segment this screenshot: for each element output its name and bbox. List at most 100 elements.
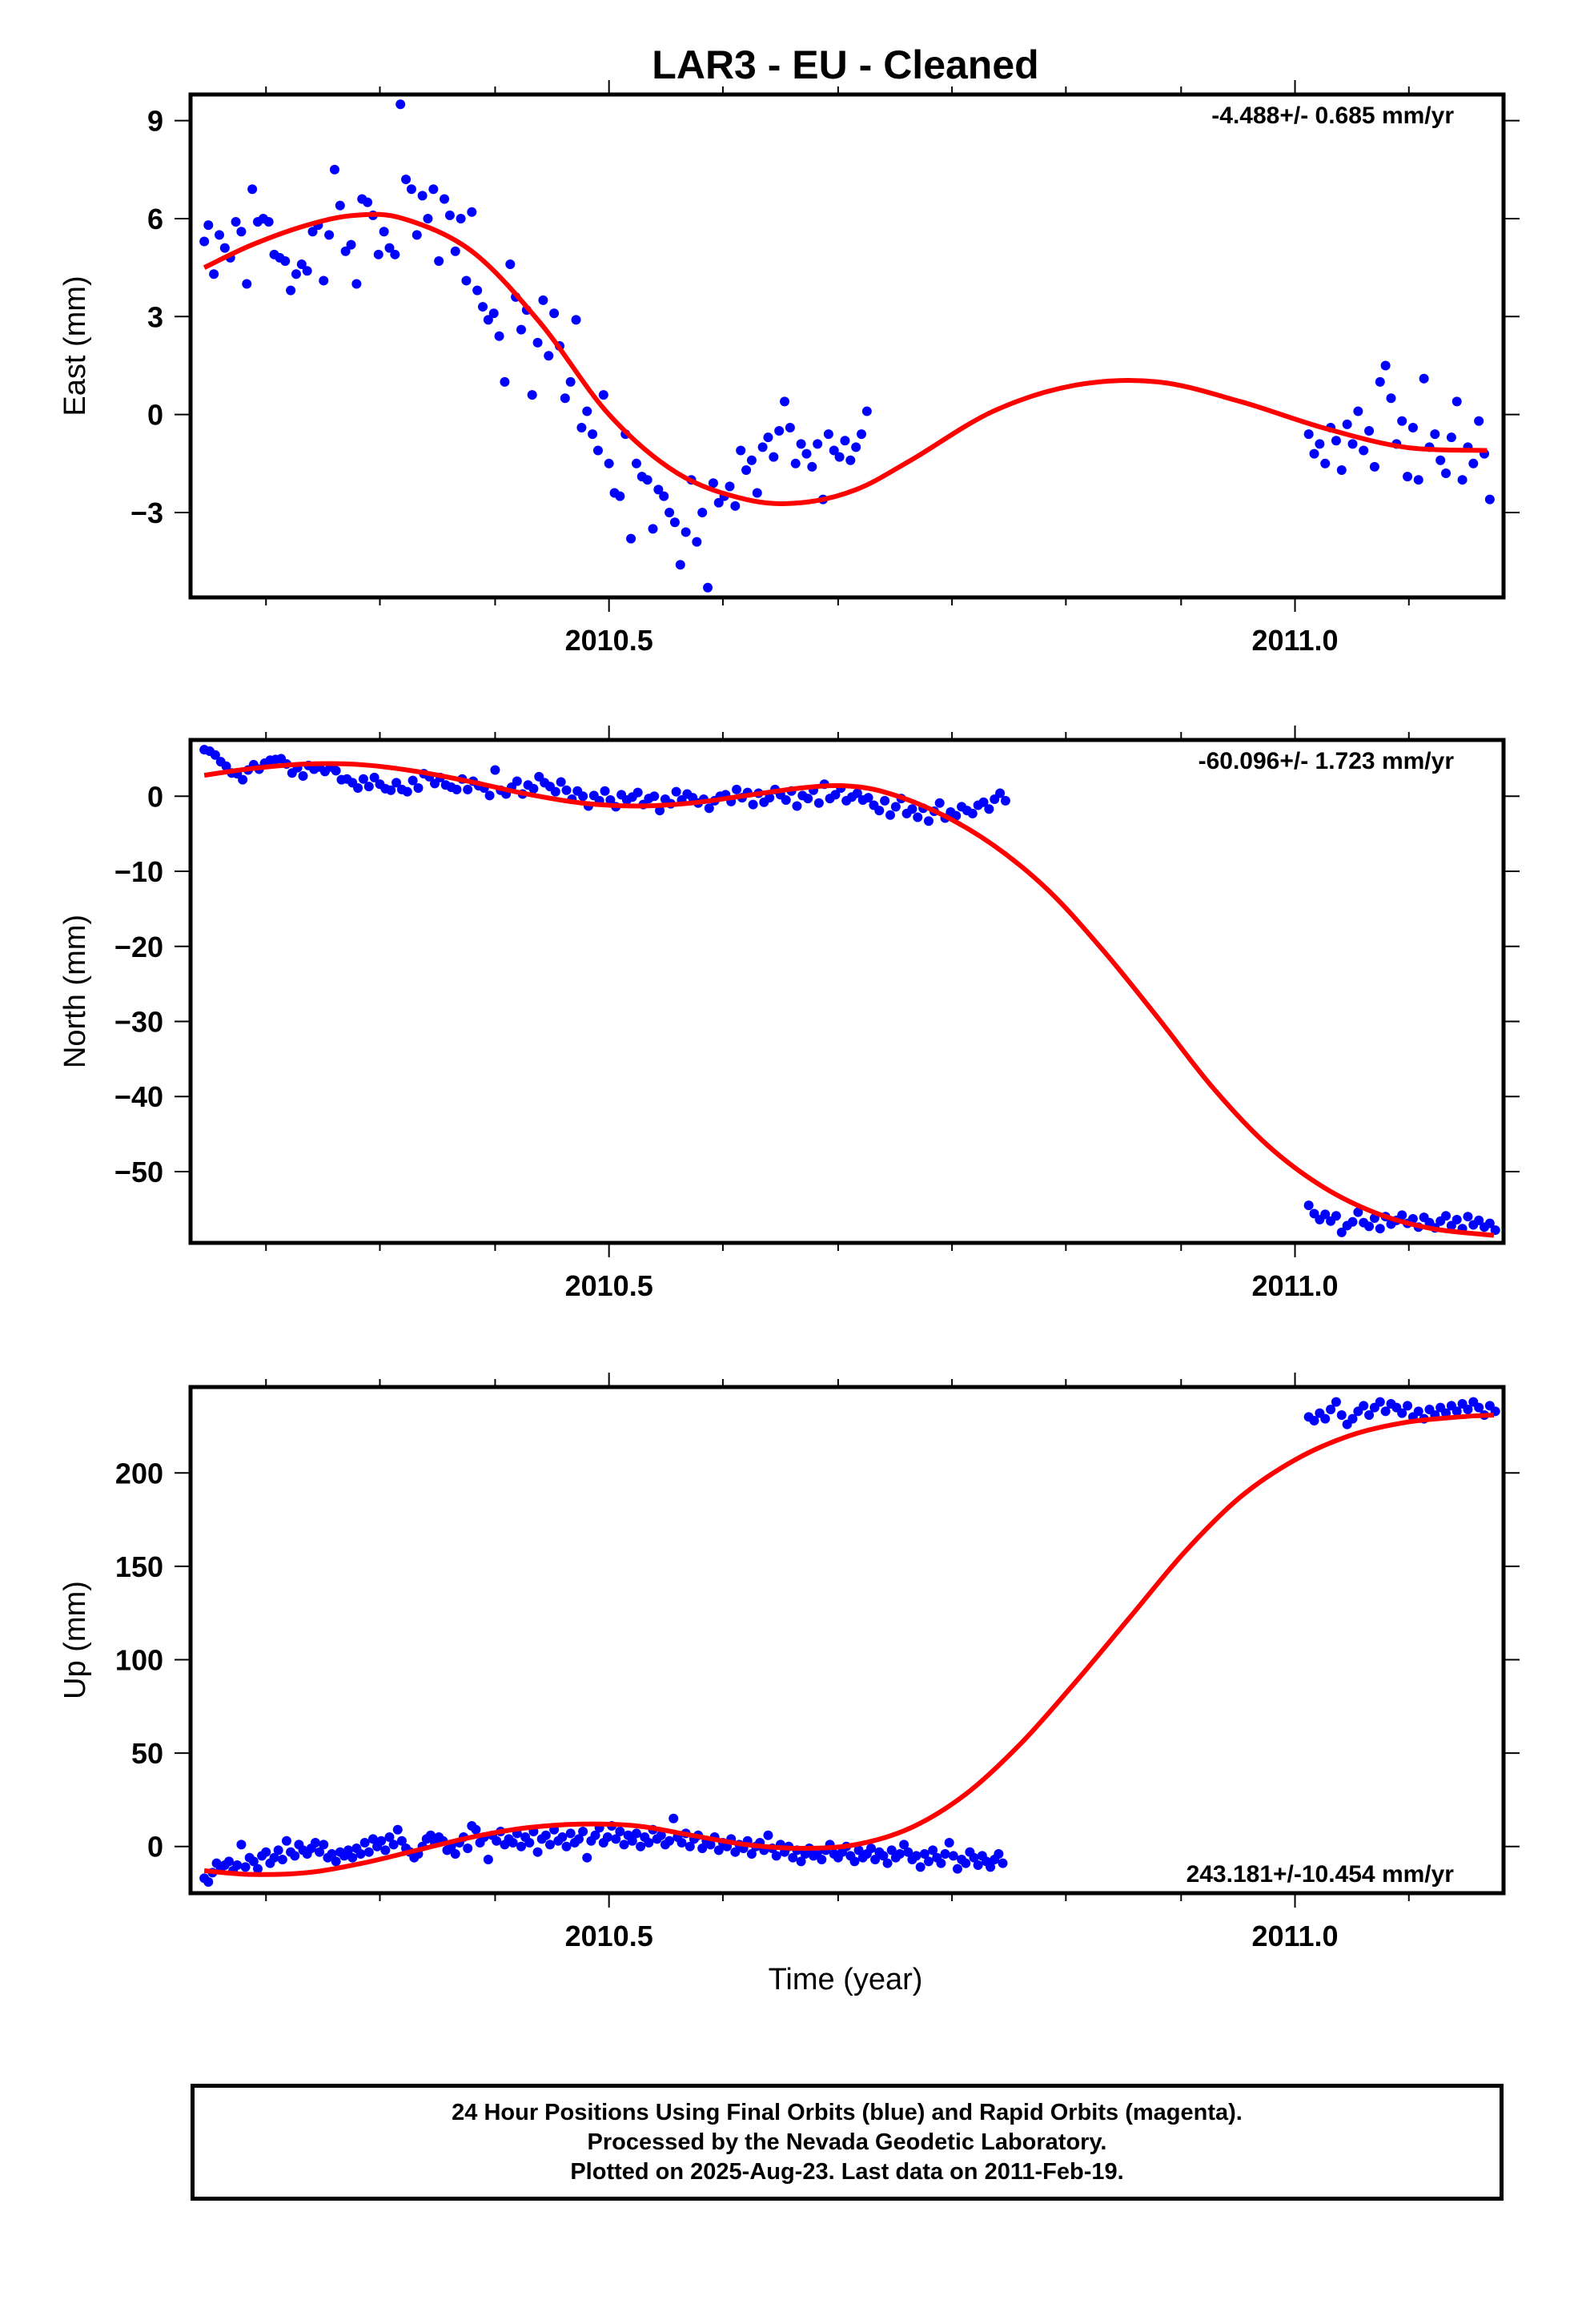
east-data-point [845,455,856,465]
up-data-point [923,1856,934,1867]
east-data-point [780,396,790,407]
east-data-point [653,485,664,495]
north-y-tick-label: −10 [114,855,163,888]
east-data-point [708,478,718,489]
east-data-point [741,464,752,475]
up-data-point [1463,1404,1473,1414]
east-data-point [763,432,773,443]
up-data-point [615,1827,625,1837]
up-data-point [232,1860,243,1871]
east-data-point [335,200,345,211]
north-data-point [655,806,665,816]
north-data-point [1490,1225,1500,1236]
up-data-point [1413,1406,1423,1417]
east-data-point [588,429,598,440]
up-data-point [746,1849,757,1860]
north-data-point [792,801,802,811]
east-data-point [746,455,757,465]
east-data-point [1375,376,1385,387]
north-data-point [1484,1218,1495,1228]
east-data-point [642,475,652,485]
north-data-point [331,766,341,776]
up-data-point [544,1839,555,1850]
up-data-point [936,1858,946,1868]
east-data-point [631,458,641,468]
east-data-point [757,442,768,452]
east-data-point [527,390,537,400]
up-data-point [611,1834,621,1844]
east-data-point [697,507,708,517]
up-x-tick-label: 2011.0 [1251,1920,1338,1952]
up-data-point [540,1830,551,1840]
north-data-point [649,791,660,802]
north-data-point [1375,1224,1385,1234]
east-data-point [1468,458,1479,468]
north-data-point [210,750,220,760]
up-data-point [619,1839,629,1850]
north-data-point [1000,795,1010,806]
east-data-point [823,429,833,440]
north-x-tick-label: 2010.5 [565,1269,653,1302]
north-data-point [967,808,978,818]
east-data-point [291,269,301,279]
east-data-point [796,439,806,449]
east-x-tick-label: 2010.5 [565,624,653,657]
east-data-point [856,429,866,440]
north-data-point [704,803,714,814]
up-fit-curve [203,1412,1495,1877]
east-data-point [834,452,845,462]
east-data-point [851,442,861,452]
up-data-point [1364,1409,1375,1420]
up-data-point [281,1835,291,1846]
east-data-point [461,275,472,286]
up-data-point [1375,1397,1385,1407]
east-data-point [1315,439,1325,449]
up-data-point [865,1844,876,1854]
east-y-tick-label: −3 [130,497,163,529]
east-data-point [203,220,214,231]
up-data-point [367,1834,378,1844]
north-data-point [1397,1210,1407,1220]
east-data-point [483,315,493,325]
up-data-point [886,1845,897,1856]
up-data-point [261,1847,271,1857]
up-data-point [240,1862,251,1872]
north-data-point [934,798,945,808]
east-data-point [319,275,329,286]
north-data-point [408,775,418,786]
north-x-tick-label: 2011.0 [1251,1269,1338,1302]
east-data-point [538,295,548,305]
up-y-axis-label: Up (mm) [58,1581,92,1699]
east-data-point [263,217,274,227]
up-y-tick-label: 50 [131,1737,163,1770]
up-data-point [1380,1406,1391,1417]
east-data-point [236,227,247,237]
up-data-point [602,1832,612,1843]
north-data-point [803,794,813,804]
east-data-point [692,537,702,547]
up-data-point [627,1835,637,1846]
east-data-point [500,376,510,387]
north-data-point [748,799,758,810]
up-data-point [697,1844,708,1854]
east-data-point [1380,360,1391,371]
east-data-point [1446,432,1456,443]
north-data-point [578,791,588,802]
north-data-point [550,786,560,797]
east-data-point [1303,429,1314,440]
east-data-point [807,461,817,472]
up-data-point [730,1847,741,1857]
north-data-point [1320,1209,1331,1220]
east-data-point [769,452,779,462]
east-data-point [1309,448,1319,459]
up-data-point [961,1858,971,1868]
north-data-point [528,783,539,794]
north-rate-label: -60.096+/- 1.723 mm/yr [1199,748,1455,774]
north-data-point [1336,1227,1347,1237]
east-data-point [675,560,685,570]
east-data-point [247,184,258,195]
east-data-point [1359,445,1369,456]
up-data-point [384,1832,395,1843]
up-data-point [763,1830,773,1840]
up-data-point [590,1830,600,1840]
